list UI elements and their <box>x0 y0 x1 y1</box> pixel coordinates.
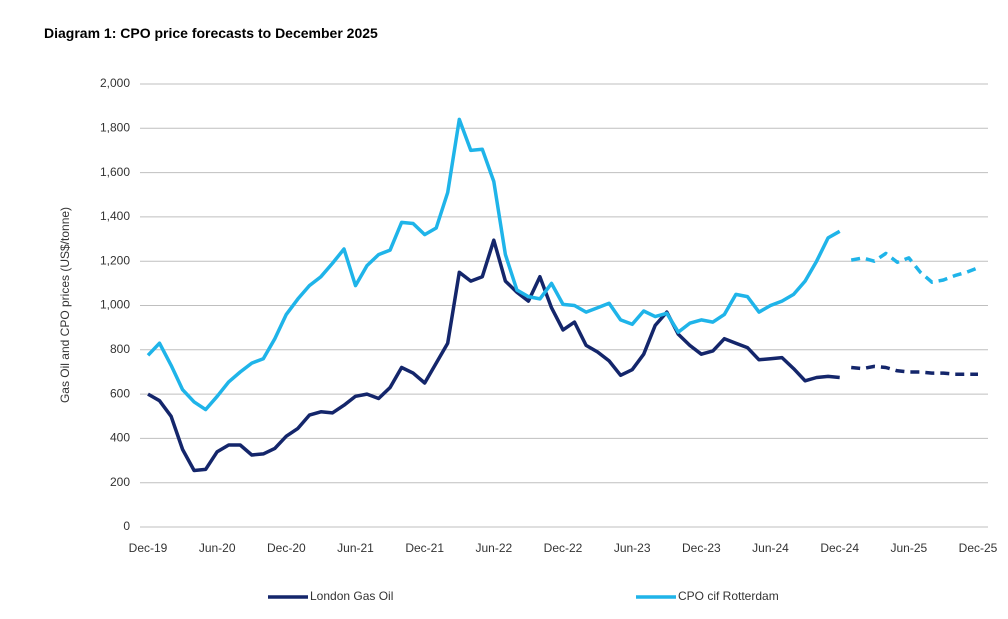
x-tick-label: Jun-25 <box>890 541 927 555</box>
x-tick-label: Dec-24 <box>820 541 859 555</box>
series-line <box>147 238 840 473</box>
y-tick-label: 200 <box>110 475 130 489</box>
chart-title: Diagram 1: CPO price forecasts to Decemb… <box>44 25 378 41</box>
y-tick-label: 800 <box>110 342 130 356</box>
y-tick-label: 1,000 <box>100 298 130 312</box>
y-tick-label: 600 <box>110 386 130 400</box>
y-axis-label: Gas Oil and CPO prices (US$/tonne) <box>58 207 72 403</box>
y-tick-label: 400 <box>110 431 130 445</box>
y-tick-label: 1,800 <box>100 120 130 134</box>
x-tick-label: Dec-23 <box>682 541 721 555</box>
y-tick-label: 1,600 <box>100 165 130 179</box>
legend-label: CPO cif Rotterdam <box>678 589 779 603</box>
y-tick-label: 0 <box>123 519 130 533</box>
x-tick-label: Jun-24 <box>752 541 789 555</box>
x-tick-label: Dec-19 <box>129 541 168 555</box>
y-tick-label: 2,000 <box>100 76 130 90</box>
x-tick-label: Jun-23 <box>614 541 651 555</box>
x-tick-label: Jun-21 <box>337 541 374 555</box>
x-tick-label: Dec-20 <box>267 541 306 555</box>
y-tick-label: 1,400 <box>100 209 130 223</box>
x-tick-label: Dec-21 <box>405 541 444 555</box>
y-tick-label: 1,200 <box>100 253 130 267</box>
series-line <box>146 117 841 412</box>
forecast-line <box>850 251 979 284</box>
forecast-line <box>851 364 978 376</box>
x-tick-label: Dec-25 <box>959 541 998 555</box>
legend-label: London Gas Oil <box>310 589 393 603</box>
x-tick-label: Dec-22 <box>544 541 583 555</box>
x-tick-label: Jun-22 <box>475 541 512 555</box>
x-tick-label: Jun-20 <box>199 541 236 555</box>
